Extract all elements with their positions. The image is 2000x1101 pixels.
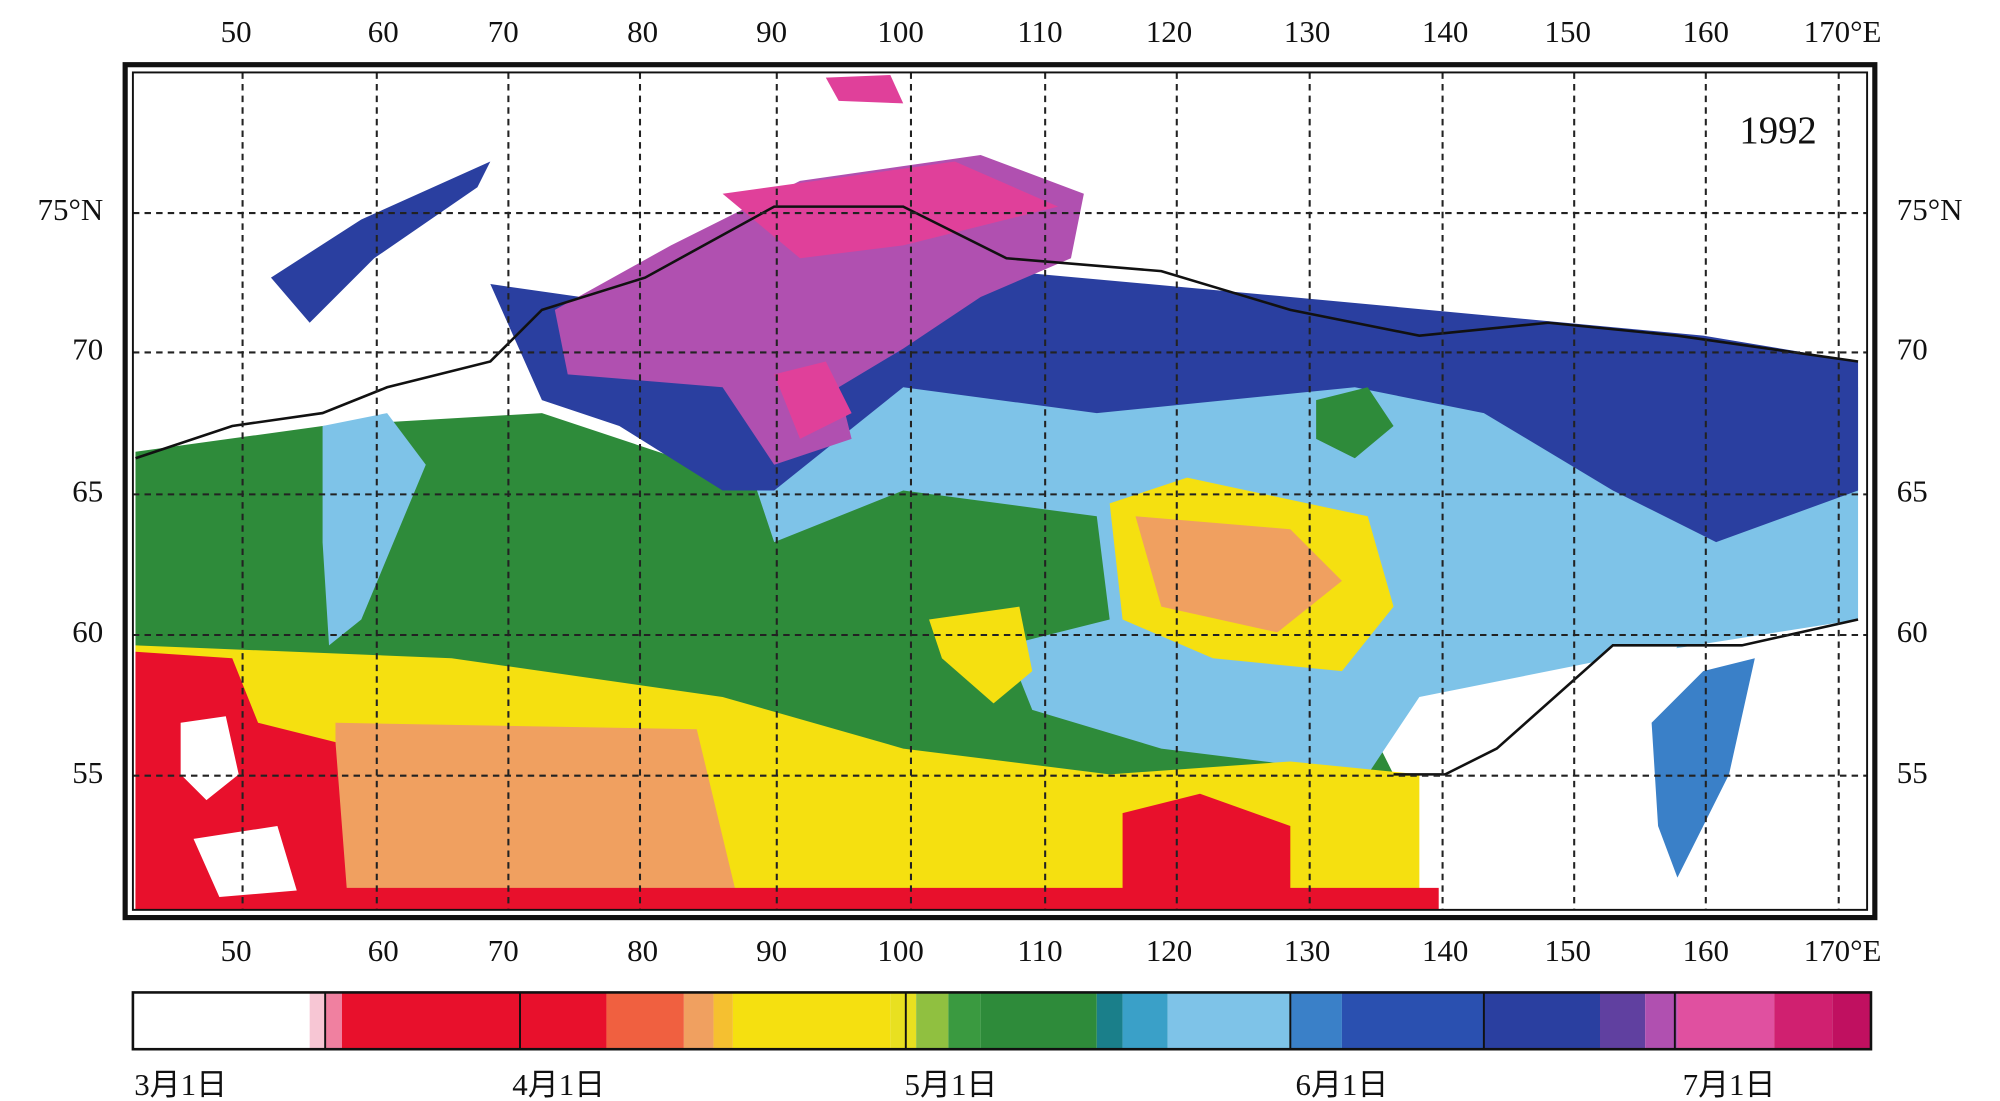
colorbar-segment bbox=[1483, 992, 1600, 1050]
colorbar bbox=[132, 992, 1871, 1050]
red-strip bbox=[135, 887, 1439, 910]
colorbar-segment bbox=[916, 992, 949, 1050]
novaya-zemlya bbox=[270, 161, 491, 323]
coastline bbox=[135, 205, 1859, 460]
island-north bbox=[825, 75, 904, 104]
right-lat-label: 65 bbox=[1897, 473, 1928, 508]
colorbar-segment bbox=[1290, 992, 1342, 1050]
left-lat-label: 55 bbox=[72, 755, 103, 790]
bottom-lon-label: 60 bbox=[368, 933, 399, 968]
right-lat-label: 70 bbox=[1897, 332, 1928, 367]
top-lon-label: 70 bbox=[488, 14, 519, 49]
colorbar-segment bbox=[683, 992, 714, 1050]
top-lon-label: 120 bbox=[1146, 14, 1192, 49]
colorbar-label: 7月1日 bbox=[1683, 1067, 1776, 1101]
bottom-lon-label: 160 bbox=[1683, 933, 1729, 968]
top-lon-label: 80 bbox=[627, 14, 658, 49]
right-lat-label: 75°N bbox=[1897, 192, 1963, 227]
colorbar-frame bbox=[131, 991, 1873, 1051]
bottom-lon-label: 100 bbox=[877, 933, 923, 968]
bottom-lon-label: 110 bbox=[1017, 933, 1062, 968]
bottom-lon-label: 70 bbox=[488, 933, 519, 968]
colorbar-segment bbox=[325, 992, 342, 1050]
bottom-lon-label: 130 bbox=[1284, 933, 1330, 968]
right-lat-label: 60 bbox=[1897, 614, 1928, 649]
bottom-lon-label: 120 bbox=[1146, 933, 1192, 968]
bottom-lon-label: 90 bbox=[756, 933, 787, 968]
pink-region bbox=[722, 161, 1059, 259]
colorbar-segment bbox=[732, 992, 891, 1050]
colorbar-label: 5月1日 bbox=[905, 1067, 998, 1101]
right-lat-label: 55 bbox=[1897, 755, 1928, 790]
top-lon-label: 110 bbox=[1017, 14, 1062, 49]
pink-patch bbox=[774, 361, 852, 439]
graticule bbox=[132, 72, 1868, 910]
colorbar-label: 3月1日 bbox=[134, 1067, 227, 1101]
bottom-lon-label: 150 bbox=[1545, 933, 1591, 968]
left-lat-label: 75°N bbox=[38, 192, 104, 227]
top-lon-label: 90 bbox=[756, 14, 787, 49]
colorbar-segment bbox=[132, 992, 310, 1050]
light-blue-west bbox=[322, 413, 426, 646]
left-lat-label: 60 bbox=[72, 614, 103, 649]
colorbar-segment bbox=[341, 992, 607, 1050]
colorbar-segment bbox=[1600, 992, 1646, 1050]
colorbar-segment bbox=[1677, 992, 1775, 1050]
top-lon-label: 60 bbox=[368, 14, 399, 49]
left-lat-label: 70 bbox=[72, 332, 103, 367]
colorbar-segment bbox=[1096, 992, 1123, 1050]
left-lat-label: 65 bbox=[72, 473, 103, 508]
top-lon-label: 130 bbox=[1284, 14, 1330, 49]
colorbar-segment bbox=[980, 992, 1097, 1050]
colorbar-segment bbox=[1832, 992, 1871, 1050]
colorbar-segment bbox=[309, 992, 326, 1050]
top-lon-label: 50 bbox=[221, 14, 252, 49]
red-patch bbox=[1122, 793, 1291, 910]
top-lon-label: 140 bbox=[1422, 14, 1468, 49]
colorbar-segment bbox=[948, 992, 981, 1050]
green-patch-east bbox=[1316, 387, 1394, 459]
top-lon-label: 160 bbox=[1683, 14, 1729, 49]
bottom-lon-label: 170°E bbox=[1804, 933, 1882, 968]
yakutia-orange bbox=[1135, 516, 1342, 633]
colorbar-segment bbox=[1122, 992, 1168, 1050]
colorbar-label: 6月1日 bbox=[1295, 1067, 1388, 1101]
map-frame bbox=[122, 62, 1878, 921]
colorbar-segment bbox=[890, 992, 917, 1050]
kamchatka bbox=[1651, 658, 1755, 878]
top-lon-label: 150 bbox=[1545, 14, 1591, 49]
sakhalin-area-white bbox=[1445, 645, 1678, 910]
colorbar-segment bbox=[1645, 992, 1678, 1050]
bottom-lon-label: 140 bbox=[1422, 933, 1468, 968]
colorbar-segment bbox=[1167, 992, 1291, 1050]
yellow-patch bbox=[929, 606, 1033, 704]
colorbar-segment bbox=[1774, 992, 1833, 1050]
top-lon-label: 100 bbox=[877, 14, 923, 49]
white-patch bbox=[180, 716, 297, 897]
top-lon-label: 170°E bbox=[1804, 14, 1882, 49]
colorbar-segment bbox=[606, 992, 684, 1050]
colorbar-segment bbox=[1341, 992, 1484, 1050]
colorbar-label: 4月1日 bbox=[512, 1067, 605, 1101]
bottom-lon-label: 50 bbox=[221, 933, 252, 968]
map-inner-frame bbox=[131, 71, 1869, 911]
orange-band bbox=[335, 722, 736, 891]
colorbar-segment bbox=[713, 992, 733, 1050]
coastline-east bbox=[1393, 618, 1859, 776]
bottom-lon-label: 80 bbox=[627, 933, 658, 968]
year-label: 1992 bbox=[1739, 110, 1816, 152]
